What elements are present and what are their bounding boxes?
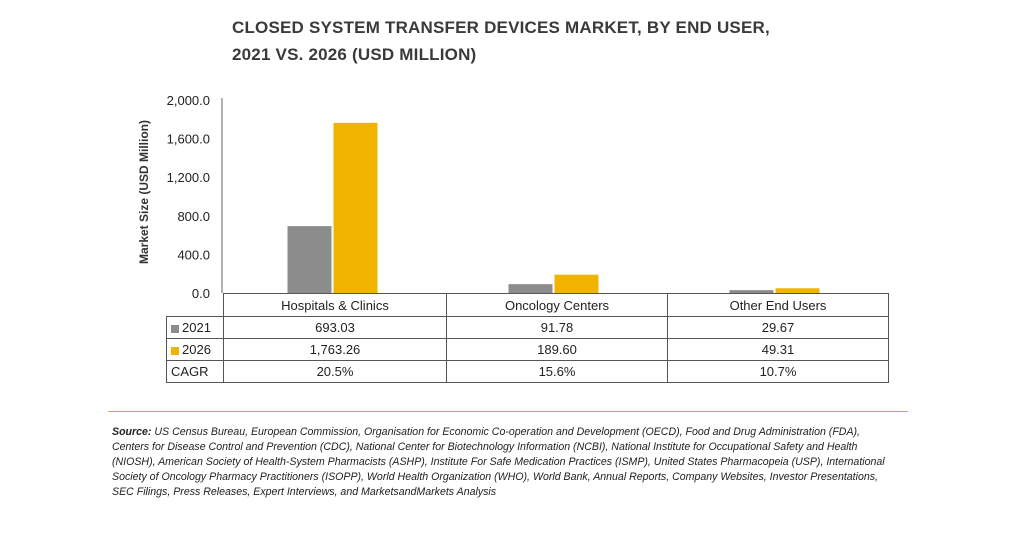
y-tick-label: 800.0 [177,209,210,224]
source-label: Source: [112,426,152,438]
category-label: Oncology Centers [446,293,668,317]
table-row-cagr: CAGR 20.5% 15.6% 10.7% [166,360,889,383]
table-cell: 1,763.26 [223,338,447,361]
table-cell: 20.5% [223,360,447,383]
table-row-2021: 2021 693.03 91.78 29.67 [166,316,889,339]
table-cell: 29.67 [667,316,889,339]
bar-2021 [287,226,332,293]
y-axis-label: Market Size (USD Million) [137,120,151,264]
y-tick-label: 1,200.0 [167,170,210,185]
chart-title: CLOSED SYSTEM TRANSFER DEVICES MARKET, B… [232,14,832,68]
y-tick-label: 0.0 [192,286,210,300]
bars [287,122,820,293]
legend-swatch-2026 [171,346,179,355]
category-label: Other End Users [667,293,889,317]
bar-2026 [554,274,599,293]
data-table: Hospitals & Clinics Oncology Centers Oth… [166,293,889,383]
y-tick-label: 400.0 [177,247,210,262]
table-cell: 91.78 [446,316,668,339]
bar-2021 [729,290,774,293]
y-axis-ticks: 0.0 400.0 800.0 1,200.0 1,600.0 2,000.0 [167,93,210,300]
series-name: 2026 [182,342,211,357]
source-note: Source: US Census Bureau, European Commi… [112,425,892,500]
legend-item-2021: 2021 [166,316,224,339]
table-header-row: Hospitals & Clinics Oncology Centers Oth… [167,293,889,317]
source-text: US Census Bureau, European Commission, O… [112,426,885,498]
cagr-label: CAGR [166,360,224,383]
bar-chart: Market Size (USD Million) 0.0 400.0 800.0 1… [137,93,820,300]
table-cell: 10.7% [667,360,889,383]
bar-2021 [508,284,553,293]
divider-rule [108,411,908,412]
table-row-2026: 2026 1,763.26 189.60 49.31 [166,338,889,361]
chart-title-line-1: CLOSED SYSTEM TRANSFER DEVICES MARKET, B… [232,18,770,37]
table-cell: 189.60 [446,338,668,361]
bar-2026 [333,122,378,293]
table-cell: 15.6% [446,360,668,383]
y-tick-label: 2,000.0 [167,93,210,108]
table-corner [167,294,224,317]
y-tick-label: 1,600.0 [167,132,210,147]
table-cell: 49.31 [667,338,889,361]
category-label: Hospitals & Clinics [223,293,447,317]
series-name: 2021 [182,320,211,335]
table-cell: 693.03 [223,316,447,339]
bar-2026 [775,288,820,293]
legend-swatch-2021 [171,324,179,333]
chart-title-line-2: 2021 VS. 2026 (USD MILLION) [232,45,477,64]
legend-item-2026: 2026 [166,338,224,361]
